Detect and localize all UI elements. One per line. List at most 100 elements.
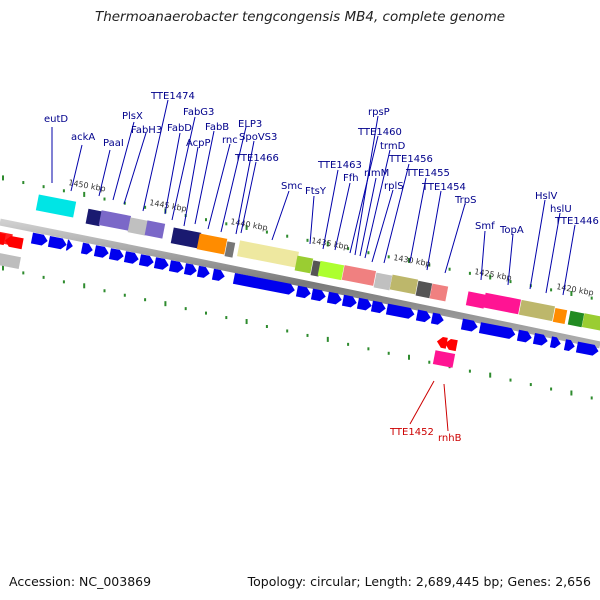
tick-mark (468, 369, 471, 373)
tick-mark (550, 288, 553, 292)
tick-mark (408, 354, 410, 360)
tick-mark (326, 241, 329, 247)
tick-mark (103, 289, 106, 293)
gene-label: SpoVS3 (239, 132, 277, 143)
forward-gene-arrow (341, 294, 357, 308)
forward-gene-arrow (30, 232, 48, 246)
tick-mark (265, 230, 268, 234)
tick-mark (468, 271, 471, 275)
forward-gene-arrow (385, 303, 415, 319)
tick-mark (123, 201, 126, 205)
forward-gene-arrow (65, 239, 73, 251)
gene-label: FtsY (305, 186, 327, 197)
tick-mark (184, 307, 187, 311)
tick-mark (265, 324, 268, 328)
reverse-gene-leaders (409, 380, 449, 432)
gene-label: Smf (475, 221, 495, 232)
tick-mark (570, 290, 573, 296)
forward-gene-arrow (138, 254, 154, 267)
tick-mark (489, 372, 492, 378)
forward-gene-arrow (478, 322, 516, 339)
tick-mark (326, 336, 329, 342)
forward-gene-arrow (47, 236, 67, 250)
forward-gene-leaders (51, 99, 576, 296)
gene-label: Ffh (343, 173, 359, 184)
tick-mark (509, 280, 512, 284)
tick-mark (550, 387, 553, 391)
forward-gene-arrow (108, 248, 124, 261)
tick-mark (144, 298, 147, 302)
tick-mark (103, 197, 106, 201)
forward-gene-arrow (310, 288, 326, 302)
forward-gene-arrow (93, 245, 109, 258)
tick-mark (62, 280, 65, 284)
gene-label: rplS (384, 181, 404, 192)
gene-label: TrpS (454, 195, 476, 206)
tick-mark (387, 255, 390, 259)
tick-mark (306, 333, 309, 337)
gene-label: TTE1466 (234, 153, 279, 164)
gene-label: rnhB (438, 433, 462, 444)
reverse-gene-arrow (436, 336, 448, 349)
forward-gene-arrow (211, 268, 225, 281)
tick-mark (448, 267, 451, 271)
tick-mark (245, 224, 248, 230)
gene-label: FabD (167, 123, 192, 134)
tick-mark (306, 238, 309, 242)
inner-tick-ring (2, 265, 593, 400)
forward-gene-arrow (516, 329, 532, 343)
tick-mark (367, 347, 370, 351)
gene-label: FabG3 (183, 107, 214, 118)
gene-label: TTE1446 (554, 216, 599, 227)
tick-mark (367, 251, 370, 255)
gene-label: PlsX (122, 111, 143, 122)
gene-label: rnc (222, 135, 238, 146)
tick-mark (83, 283, 86, 289)
forward-gene-arrow (532, 333, 548, 346)
reverse-strand-genes (0, 232, 458, 352)
forward-gene-arrow (575, 341, 599, 356)
tick-mark (225, 222, 228, 226)
tick-mark (286, 329, 289, 333)
tick-label: 1435 kbp (311, 236, 350, 251)
tick-mark (590, 296, 593, 300)
tick-mark (347, 247, 350, 251)
tick-mark (529, 383, 532, 387)
forward-gene-arrow (326, 291, 342, 305)
tick-mark (570, 390, 573, 396)
gene-label: TTE1456 (388, 154, 433, 165)
gene-label: Smc (281, 181, 303, 192)
forward-gene-arrow (232, 273, 295, 295)
tick-mark (428, 263, 431, 267)
gene-label: rimM (364, 168, 389, 179)
gene-label: TTE1455 (405, 168, 450, 179)
tick-mark (286, 234, 289, 238)
forward-gene-labels: eutD ackA PaaI PlsX FabH3 TTE1474 FabD F… (44, 91, 599, 236)
gene-label: ackA (71, 132, 95, 143)
forward-gene-arrow (183, 263, 197, 276)
accession-label: Accession: NC_003869 (9, 574, 152, 589)
tick-mark (42, 185, 45, 189)
tick-mark (205, 218, 207, 222)
tick-mark (408, 257, 410, 263)
tick-mark (164, 301, 167, 307)
tick-mark (387, 351, 390, 355)
reverse-gene-arrow (4, 235, 24, 250)
forward-gene-arrow (415, 309, 431, 323)
reverse-gene-labels: TTE1452 rnhB (389, 427, 462, 444)
forward-gene-arrow (153, 257, 169, 270)
tick-label: 1430 kbp (393, 253, 432, 268)
tick-mark (42, 275, 45, 279)
tick-mark (509, 378, 512, 382)
tick-mark (22, 271, 25, 275)
tick-mark (144, 205, 147, 209)
tick-mark (428, 360, 431, 364)
tick-mark (245, 319, 248, 325)
genome-backbone (0, 218, 600, 349)
outer-tick-ring (2, 175, 593, 300)
tick-label: 1440 kbp (230, 217, 269, 232)
tick-mark (205, 311, 207, 315)
tick-mark (22, 181, 25, 185)
forward-gene-arrow (168, 260, 184, 273)
